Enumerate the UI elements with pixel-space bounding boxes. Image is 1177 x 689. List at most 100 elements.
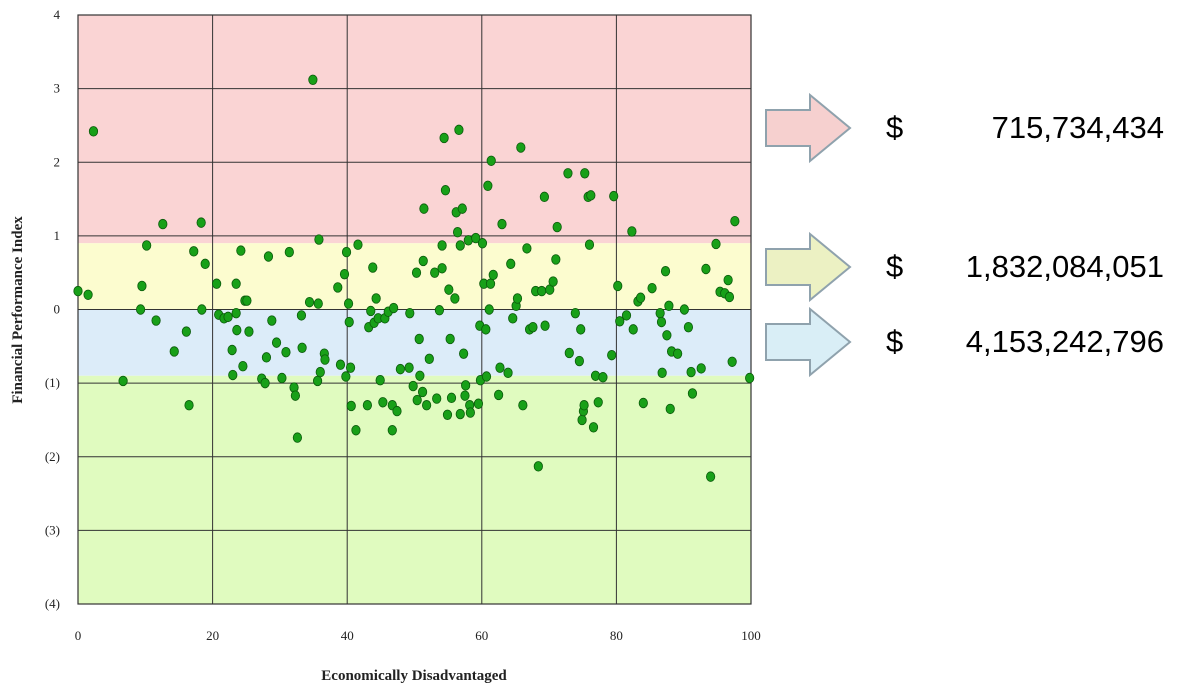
y-tick-label: 4 [54,7,61,22]
data-point [539,191,549,203]
x-tick-label: 0 [75,628,82,643]
data-point [304,296,315,308]
data-point [181,326,191,337]
data-point [723,274,733,286]
data-point [368,262,378,273]
data-point [344,316,354,328]
data-point [189,246,199,257]
data-point [459,348,469,359]
plot-frame [77,14,752,605]
data-point [730,215,740,227]
data-point [231,307,241,319]
data-point [118,375,128,387]
data-point [580,168,590,179]
y-tick-label: (1) [45,375,60,390]
data-point [454,124,464,136]
data-point [412,394,422,406]
data-point [506,258,516,270]
data-point [706,471,716,482]
callout-blue-band: $ 4,153,242,796 [764,306,1174,378]
data-point [621,310,632,321]
data-point [528,321,538,333]
data-point [184,400,194,411]
data-point [260,377,270,389]
data-point [261,352,272,363]
data-point [135,304,146,315]
data-point [564,347,574,359]
x-tick-label: 40 [341,628,354,643]
data-point [662,330,672,341]
data-point [548,276,558,287]
data-point [483,180,493,192]
data-point [444,284,454,295]
data-point [333,282,343,293]
data-point [345,362,356,373]
data-point [508,313,518,324]
data-point [727,356,737,367]
data-point [169,346,179,357]
data-point [395,363,405,375]
callout-amount: 715,734,434 [991,110,1164,145]
data-point [481,324,491,335]
data-point [445,333,455,345]
data-point [552,221,562,233]
data-point [228,369,238,381]
data-point [613,280,623,292]
data-point [271,337,282,348]
callout-currency: $ [886,324,904,359]
arrow-right-icon [765,231,852,303]
y-tick-label: 2 [54,154,61,169]
data-point [455,240,465,251]
data-point [638,397,648,409]
data-point [335,359,346,370]
data-point [375,374,385,386]
data-point [598,372,608,383]
data-point [351,425,361,436]
data-point [686,366,696,378]
data-point [481,371,492,382]
data-point [242,295,252,306]
data-point [656,316,667,328]
data-point [484,304,494,315]
data-point [417,386,428,398]
data-point [450,293,460,304]
data-point [512,293,523,304]
data-point [486,155,496,166]
callout-currency: $ [886,110,904,145]
data-point [341,246,352,258]
data-point [446,392,457,404]
data-point [353,239,363,250]
data-point [418,255,428,267]
data-point [308,74,318,85]
data-point [439,132,449,144]
data-point [339,268,350,280]
x-tick-label: 20 [206,628,219,643]
data-point [660,266,671,277]
data-point [320,354,330,365]
data-point [540,320,550,331]
data-point [313,298,323,309]
data-point [664,300,674,312]
data-point [415,370,425,381]
data-point [404,362,414,373]
data-point [281,347,291,358]
callout-amount: 1,832,084,051 [965,249,1164,284]
data-points [73,74,755,482]
data-point [232,324,242,336]
arrow-shape [765,92,852,164]
data-point [405,307,415,319]
y-tick-label: (3) [45,522,60,537]
x-axis-label: Economically Disadvantaged [321,668,507,684]
data-point [297,342,307,353]
data-point [88,126,99,137]
data-point [411,267,422,278]
data-point [745,372,755,384]
data-point [636,292,646,303]
data-point [588,422,599,433]
data-point [471,232,481,244]
data-point [711,238,721,250]
data-point [290,390,300,401]
data-point [607,349,617,361]
data-point [627,226,637,237]
data-point [679,304,689,315]
